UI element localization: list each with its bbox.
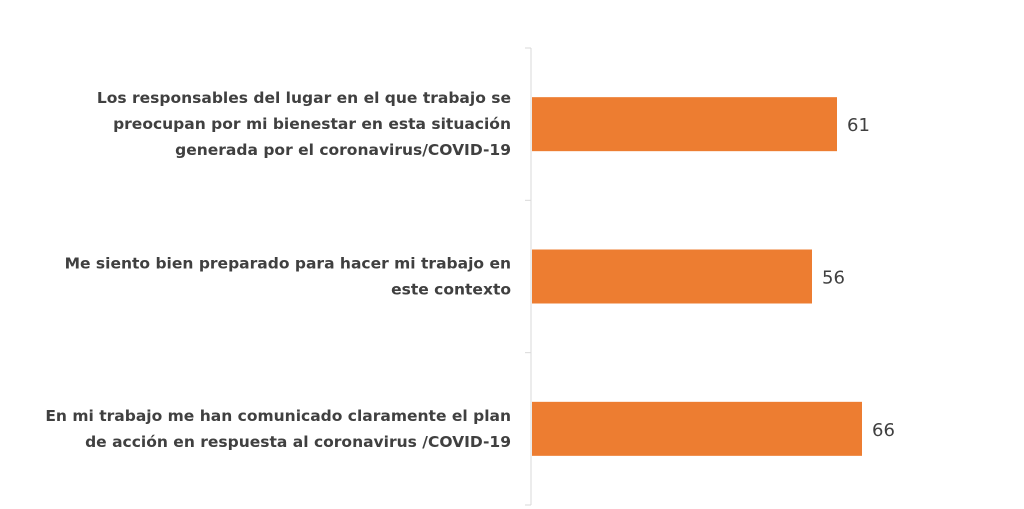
labels-layer: 61 Los responsables del lugar en el que t…	[45, 89, 895, 451]
data-label: 61	[847, 115, 870, 136]
bar	[532, 249, 812, 304]
category-label-line: generada por el coronavirus/COVID-19	[175, 141, 511, 159]
category-label: Los responsables del lugar en el que tra…	[97, 89, 511, 159]
category-label: En mi trabajo me han comunicado claramen…	[45, 407, 511, 451]
category-label-line: Los responsables del lugar en el que tra…	[97, 89, 511, 107]
axis-layer	[525, 47, 532, 506]
bars-layer	[532, 97, 862, 456]
category-label-line: de acción en respuesta al coronavirus /C…	[85, 433, 511, 451]
bar	[532, 97, 837, 152]
category-label: Me siento bien preparado para hacer mi t…	[65, 255, 511, 299]
category-label-line: preocupan por mi bienestar en esta situa…	[113, 115, 511, 133]
category-label-line: Me siento bien preparado para hacer mi t…	[65, 255, 511, 273]
bar	[532, 401, 862, 456]
category-label-line: este contexto	[391, 281, 511, 299]
data-label: 56	[822, 268, 845, 289]
data-label: 66	[872, 420, 895, 441]
category-label-line: En mi trabajo me han comunicado claramen…	[45, 407, 511, 425]
